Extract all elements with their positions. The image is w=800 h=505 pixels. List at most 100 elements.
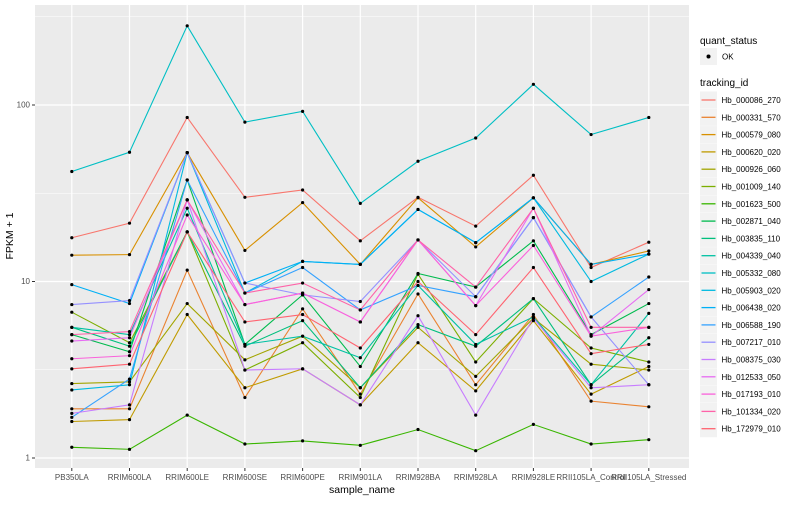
data-point <box>358 262 362 266</box>
data-point <box>127 403 132 407</box>
data-point <box>416 314 420 318</box>
data-point <box>531 239 536 243</box>
legend-entry-Hb_007217_010: Hb_007217_010 <box>700 333 782 351</box>
legend-entry-label: Hb_017193_010 <box>722 390 782 399</box>
data-point <box>474 304 478 308</box>
data-point <box>127 344 132 348</box>
legend-entry-Hb_004339_040: Hb_004339_040 <box>700 247 781 265</box>
data-point <box>185 24 189 28</box>
data-point <box>127 333 132 337</box>
data-point <box>127 350 132 354</box>
data-point <box>301 319 305 323</box>
data-point <box>127 418 132 422</box>
legend-entry-Hb_008375_030: Hb_008375_030 <box>700 351 781 368</box>
data-point <box>70 333 74 337</box>
data-point <box>70 411 74 415</box>
data-point <box>185 206 189 210</box>
data-point <box>70 302 74 307</box>
data-point <box>358 395 362 400</box>
data-point <box>647 311 651 315</box>
data-point <box>301 439 305 443</box>
legend-entry-label: Hb_003835_110 <box>722 234 781 243</box>
data-point <box>416 271 420 276</box>
data-point <box>358 239 362 243</box>
data-point <box>531 216 536 220</box>
data-point <box>474 295 478 299</box>
legend-entries: Hb_000086_270 Hb_000331_570 Hb_000579_080 H… <box>700 91 782 438</box>
data-point <box>243 342 247 347</box>
data-point <box>243 320 247 324</box>
data-point <box>70 339 74 343</box>
data-point <box>358 364 362 369</box>
data-point <box>127 407 132 411</box>
data-point <box>127 383 132 387</box>
data-point <box>647 301 651 306</box>
data-point <box>358 392 362 396</box>
legend-entry-Hb_001623_500: Hb_001623_500 <box>700 195 781 213</box>
data-point <box>70 325 74 329</box>
legend-entry-Hb_000579_080: Hb_000579_080 <box>700 126 781 144</box>
data-point <box>301 334 305 338</box>
data-point <box>358 308 362 312</box>
data-point <box>416 238 420 242</box>
data-point <box>70 236 74 240</box>
data-point <box>127 301 132 306</box>
data-point <box>589 392 593 396</box>
data-point <box>416 341 420 345</box>
data-point <box>127 362 132 366</box>
data-point <box>589 132 593 137</box>
data-point <box>70 419 74 424</box>
x-tick-label: RRII105LA_Stressed <box>611 473 686 482</box>
legend-entry-label: Hb_000926_060 <box>722 165 782 174</box>
x-tick-label: RRIM928LA <box>454 473 498 482</box>
legend-entry-Hb_017193_010: Hb_017193_010 <box>700 385 782 403</box>
data-point <box>647 383 651 387</box>
data-point <box>589 315 593 319</box>
data-point <box>301 188 305 192</box>
legend-entry-label: Hb_001009_140 <box>722 183 782 192</box>
legend-entry-label: Hb_008375_030 <box>722 356 782 365</box>
data-point <box>185 213 189 217</box>
x-tick-label: RRIM928BA <box>396 473 441 482</box>
data-point <box>416 159 420 163</box>
data-point <box>185 268 189 272</box>
data-point <box>531 422 536 427</box>
data-point <box>243 281 247 285</box>
data-point <box>647 438 651 442</box>
data-point <box>416 325 420 329</box>
data-point <box>70 367 74 371</box>
axis-layer: 1 10 100 PB350LA RRIM600LA RRIM600LE RRIM600SE… <box>17 101 687 482</box>
legend-entry-label: Hb_007217_010 <box>722 338 782 347</box>
legend-entry-Hb_000926_060: Hb_000926_060 <box>700 160 782 178</box>
data-point <box>474 224 478 228</box>
legend-entry-label: Hb_005903_020 <box>722 286 782 295</box>
legend-entry-Hb_000331_570: Hb_000331_570 <box>700 108 781 126</box>
data-point <box>474 389 478 393</box>
plot-panel <box>35 5 689 468</box>
data-point <box>243 302 247 307</box>
data-point <box>70 445 74 449</box>
data-point <box>70 253 74 257</box>
data-point <box>185 301 189 306</box>
data-point <box>531 243 536 248</box>
data-point <box>647 360 651 364</box>
data-point <box>358 403 362 407</box>
data-point <box>589 352 593 356</box>
data-point <box>589 399 593 403</box>
legend-entry-Hb_002871_040: Hb_002871_040 <box>700 212 781 230</box>
x-tick-label: RRIM600PE <box>280 473 324 482</box>
data-point <box>474 449 478 453</box>
data-point <box>589 383 593 387</box>
data-point <box>127 330 132 334</box>
data-point <box>647 275 651 279</box>
data-point <box>301 307 305 311</box>
data-point <box>358 346 362 350</box>
data-point <box>358 299 362 304</box>
data-point <box>531 196 536 200</box>
legend-entry-Hb_006588_190: Hb_006588_190 <box>700 316 781 334</box>
data-point <box>301 341 305 345</box>
data-point <box>474 413 478 417</box>
data-point <box>70 381 74 386</box>
data-point <box>70 415 74 419</box>
data-point <box>474 342 478 347</box>
